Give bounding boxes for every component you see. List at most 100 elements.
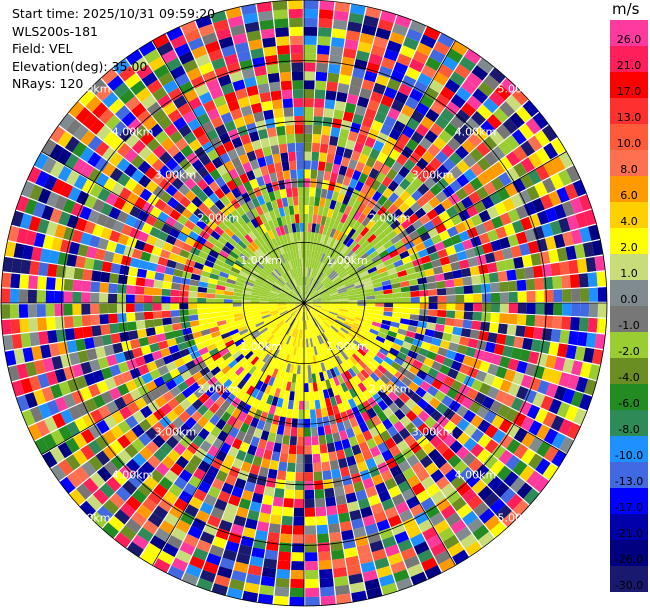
velocity-gate xyxy=(141,222,153,235)
velocity-gate xyxy=(322,416,330,427)
velocity-gate xyxy=(430,101,445,115)
velocity-gate xyxy=(431,490,446,505)
velocity-gate xyxy=(382,199,393,210)
velocity-gate xyxy=(229,578,245,591)
velocity-gate xyxy=(286,316,293,324)
velocity-gate xyxy=(483,492,500,508)
velocity-gate xyxy=(146,79,163,94)
velocity-gate xyxy=(459,56,476,72)
velocity-gate xyxy=(297,303,304,309)
velocity-gate xyxy=(304,463,313,473)
velocity-gate xyxy=(436,402,449,415)
velocity-gate xyxy=(551,450,567,467)
velocity-gate xyxy=(152,421,165,435)
velocity-gate xyxy=(123,349,135,361)
velocity-gate xyxy=(240,105,253,117)
velocity-gate xyxy=(347,501,360,512)
velocity-gate xyxy=(157,230,169,242)
velocity-gate xyxy=(261,100,273,112)
velocity-gate xyxy=(319,398,327,409)
velocity-gate xyxy=(137,109,152,125)
velocity-gate xyxy=(132,452,147,467)
velocity-gate xyxy=(298,320,302,330)
velocity-gate xyxy=(366,246,376,256)
velocity-gate xyxy=(289,291,298,298)
velocity-gate xyxy=(440,108,455,123)
velocity-gate xyxy=(409,252,421,261)
velocity-gate xyxy=(118,187,132,201)
velocity-gate xyxy=(295,320,300,329)
velocity-gate xyxy=(315,223,321,234)
velocity-gate xyxy=(125,379,138,392)
velocity-gate xyxy=(284,284,292,292)
velocity-gate xyxy=(561,275,571,289)
velocity-gate xyxy=(326,316,335,323)
velocity-gate xyxy=(161,455,175,470)
velocity-gate xyxy=(317,285,325,292)
velocity-gate xyxy=(340,223,349,234)
velocity-gate xyxy=(463,311,474,320)
velocity-gate xyxy=(263,317,273,324)
velocity-gate xyxy=(296,365,301,375)
velocity-gate xyxy=(296,454,304,464)
velocity-gate xyxy=(32,201,46,218)
velocity-gate xyxy=(309,196,315,206)
velocity-gate xyxy=(304,267,306,277)
velocity-gate xyxy=(63,393,76,409)
velocity-gate xyxy=(411,404,424,416)
velocity-gate xyxy=(454,352,465,363)
velocity-gate xyxy=(235,145,246,157)
velocity-gate xyxy=(503,471,519,487)
velocity-gate xyxy=(347,228,357,238)
velocity-gate xyxy=(324,99,336,110)
velocity-gate xyxy=(304,178,310,188)
velocity-gate xyxy=(326,406,334,417)
velocity-gate xyxy=(312,300,322,302)
velocity-gate xyxy=(290,169,297,179)
velocity-gate xyxy=(237,50,252,62)
velocity-gate xyxy=(382,395,394,407)
velocity-gate xyxy=(350,122,362,134)
velocity-gate xyxy=(165,184,178,197)
velocity-gate xyxy=(399,403,412,416)
velocity-gate xyxy=(361,116,374,128)
velocity-gate xyxy=(163,324,174,333)
velocity-gate xyxy=(345,492,358,504)
velocity-gate xyxy=(373,227,384,238)
velocity-gate xyxy=(545,207,558,223)
velocity-gate xyxy=(452,549,469,565)
velocity-gate xyxy=(291,223,297,233)
velocity-gate xyxy=(50,464,67,482)
velocity-gate xyxy=(277,298,287,302)
velocity-gate xyxy=(317,533,330,544)
velocity-gate xyxy=(247,189,257,200)
velocity-gate xyxy=(316,524,329,535)
velocity-gate xyxy=(324,255,331,265)
velocity-gate xyxy=(320,586,335,597)
velocity-gate xyxy=(196,361,207,371)
velocity-gate xyxy=(321,125,332,136)
velocity-gate xyxy=(542,463,559,481)
velocity-gate xyxy=(390,219,401,230)
velocity-gate xyxy=(528,420,543,436)
velocity-gate xyxy=(360,506,373,518)
velocity-gate xyxy=(38,262,49,276)
velocity-gate xyxy=(340,213,349,224)
velocity-gate xyxy=(217,430,229,442)
velocity-gate xyxy=(243,142,254,154)
velocity-gate xyxy=(197,292,207,298)
velocity-gate xyxy=(4,241,17,257)
velocity-gate xyxy=(185,564,202,578)
velocity-gate xyxy=(416,195,429,208)
velocity-gate xyxy=(236,506,249,519)
velocity-gate xyxy=(336,284,346,291)
velocity-gate xyxy=(494,201,508,216)
velocity-gate xyxy=(219,195,231,206)
velocity-gate xyxy=(87,209,101,224)
velocity-gate xyxy=(304,525,317,535)
azimuth-line xyxy=(303,302,567,455)
velocity-gate xyxy=(304,507,316,517)
velocity-gate xyxy=(314,399,321,410)
velocity-gate xyxy=(231,209,241,220)
velocity-gate xyxy=(354,452,365,464)
